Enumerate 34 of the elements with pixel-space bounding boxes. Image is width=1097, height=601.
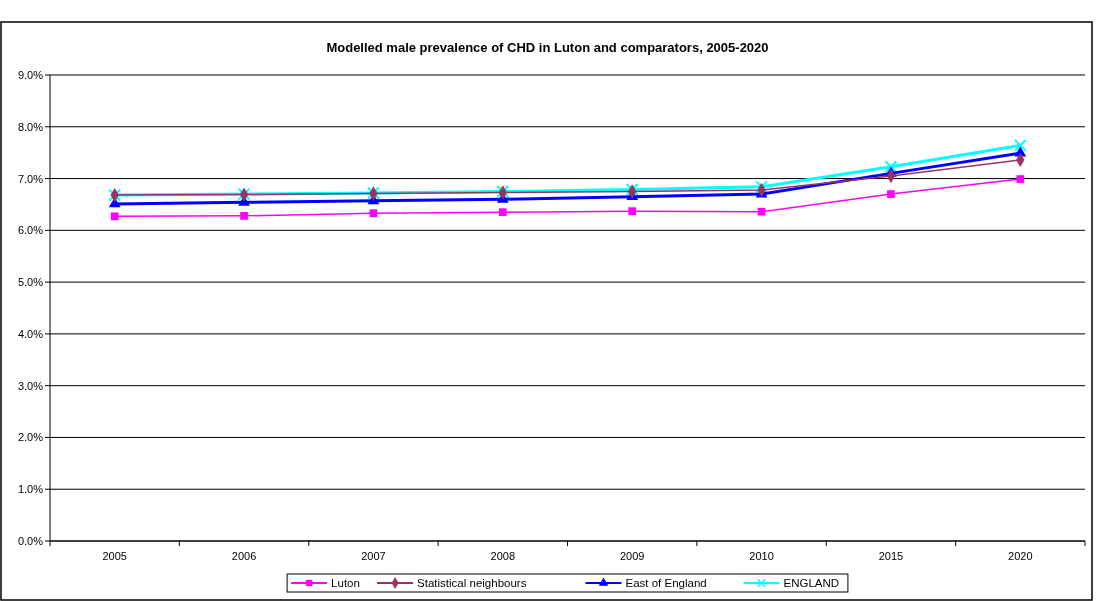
point xyxy=(757,207,766,216)
legend-label: East of England xyxy=(625,577,707,589)
y-tick-label: 2.0% xyxy=(17,431,44,444)
x-tick-label: 2020 xyxy=(1008,550,1033,562)
y-tick-label: 6.0% xyxy=(17,224,44,237)
point xyxy=(110,212,119,221)
point xyxy=(884,160,898,174)
x-tick-label: 2007 xyxy=(361,550,386,562)
x-tick-label: 2005 xyxy=(102,550,127,562)
legend-label: Statistical neighbours xyxy=(417,577,527,589)
y-tick-label: 7.0% xyxy=(17,172,44,185)
point xyxy=(498,208,507,217)
legend-label: Luton xyxy=(331,577,360,589)
y-tick-label: 8.0% xyxy=(17,120,44,133)
x-tick-label: 2008 xyxy=(490,550,516,562)
x-tick-label: 2006 xyxy=(231,550,257,562)
point xyxy=(369,209,378,218)
y-tick-label: 5.0% xyxy=(17,276,44,289)
chart-title: Modelled male prevalence of CHD in Luton and comparators, 2005-2020 xyxy=(326,40,769,55)
y-tick-label: 9.0% xyxy=(17,69,44,81)
point xyxy=(240,211,248,220)
x-tick-label: 2009 xyxy=(619,550,645,562)
x-tick-label: 2010 xyxy=(749,550,774,562)
y-tick-label: 1.0% xyxy=(17,483,44,496)
x-tick-label: 2015 xyxy=(878,550,904,562)
y-tick-label: 3.0% xyxy=(17,379,44,392)
point xyxy=(1016,175,1025,183)
y-tick-label: 0.0% xyxy=(17,535,44,547)
point xyxy=(887,190,895,198)
point xyxy=(628,207,637,216)
point xyxy=(1013,138,1027,152)
point xyxy=(755,180,769,194)
y-tick-label: 4.0% xyxy=(17,327,44,340)
legend-label: ENGLAND xyxy=(783,577,840,589)
